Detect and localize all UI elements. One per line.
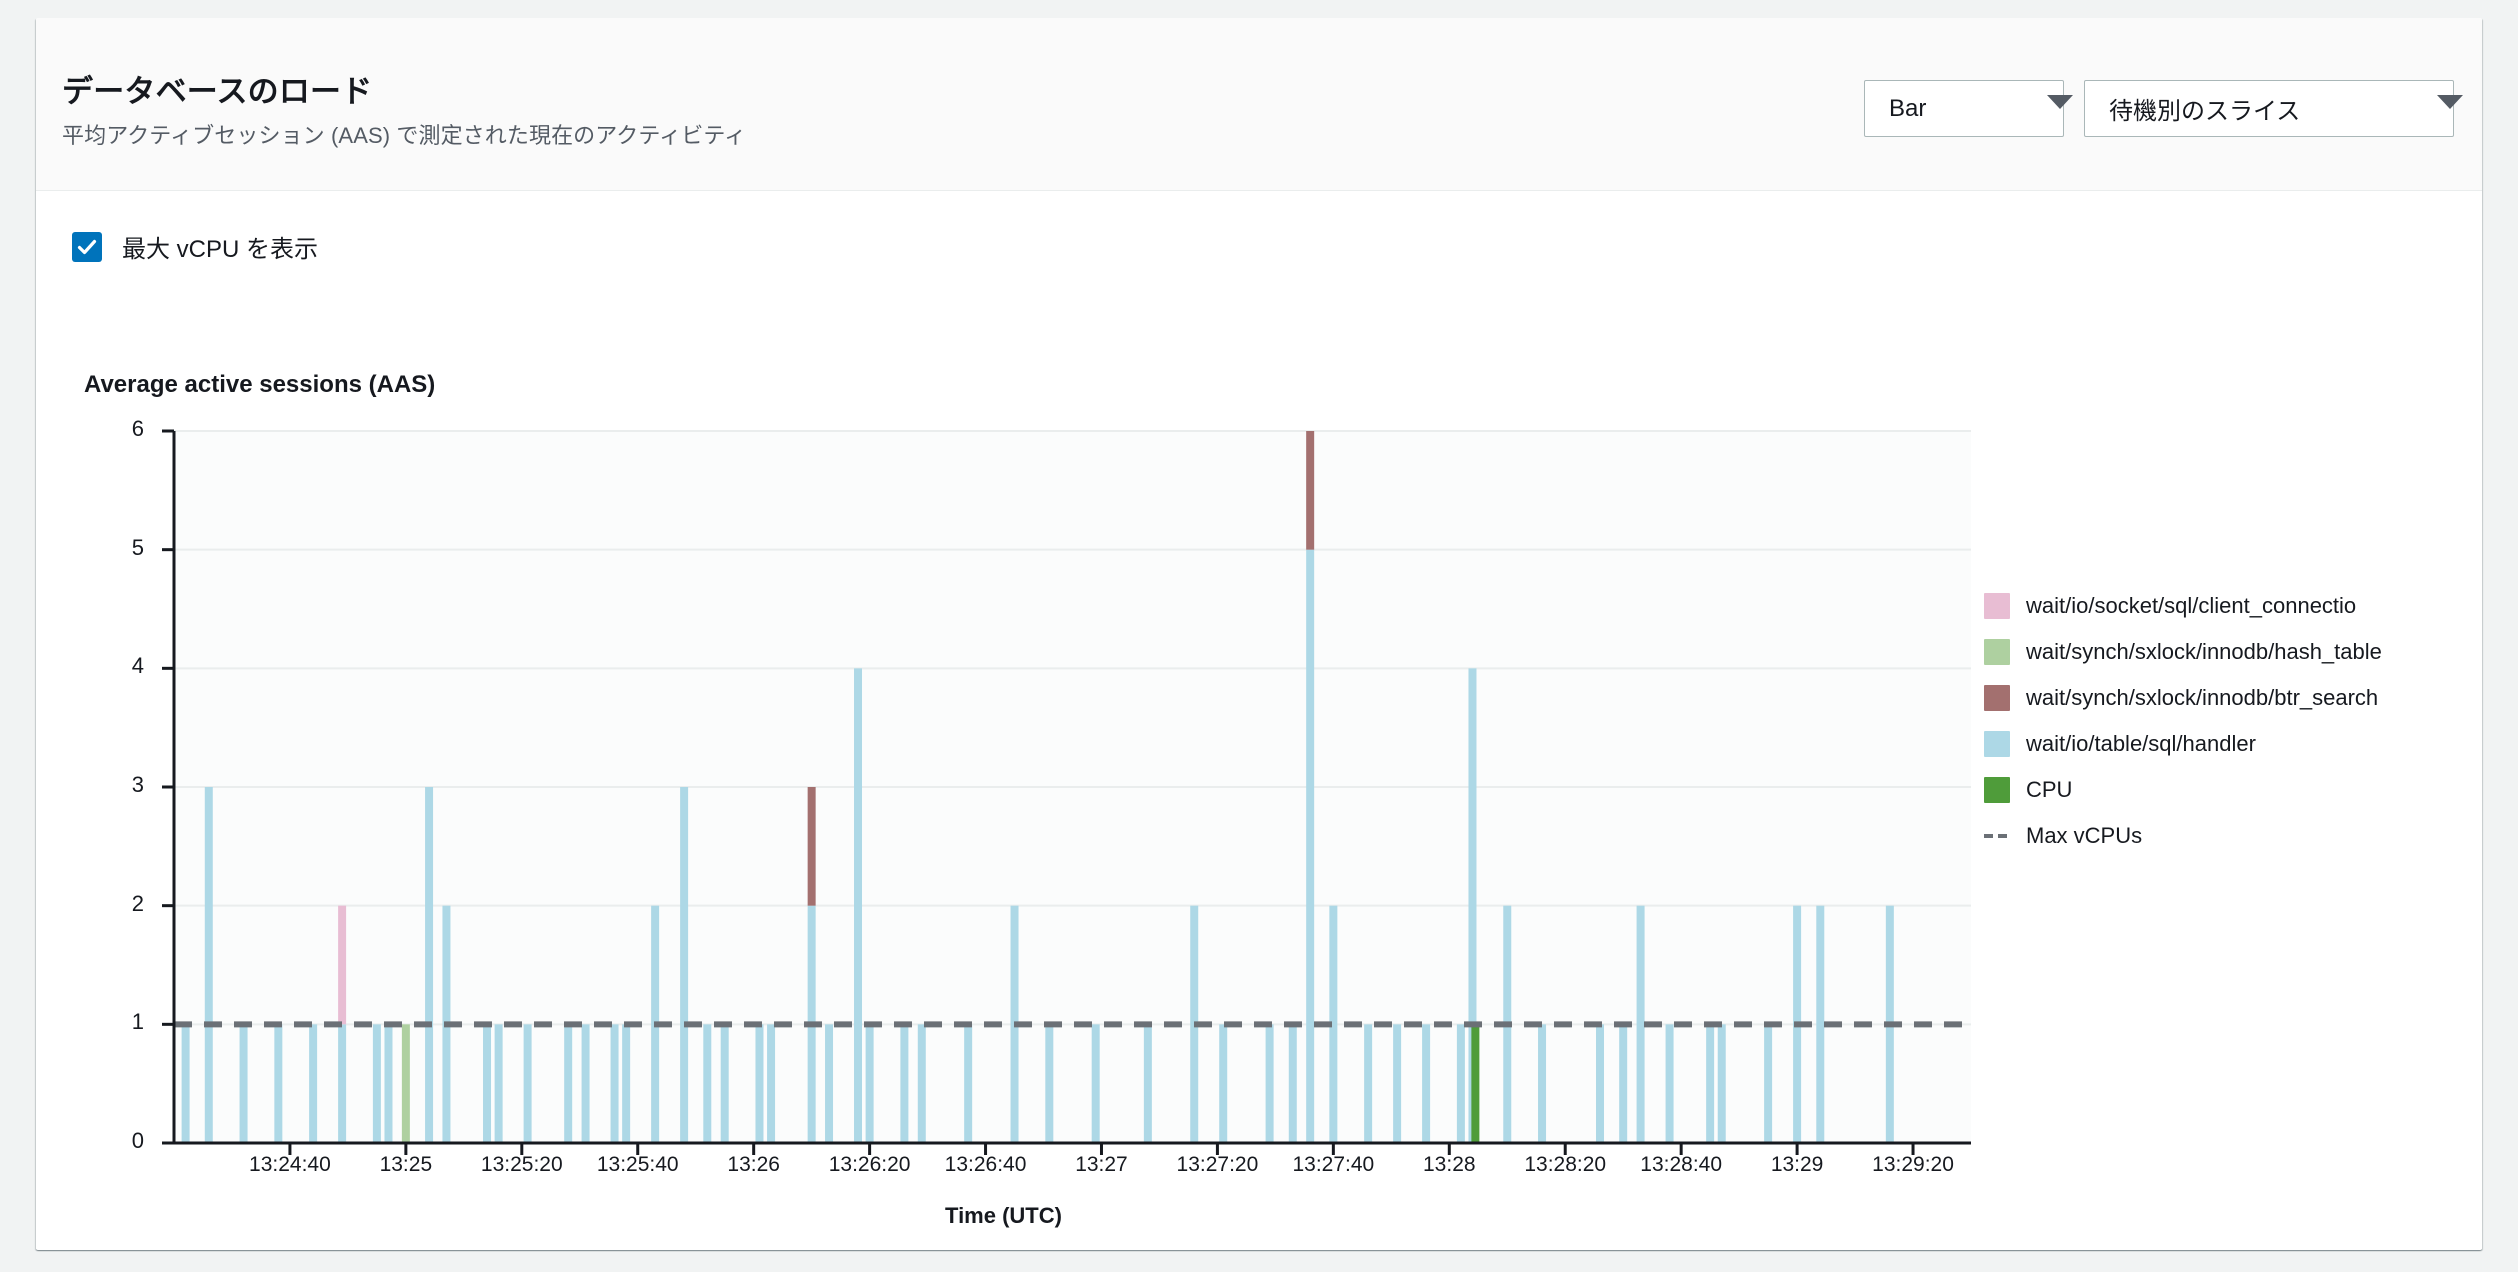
page-subtitle: 平均アクティブセッション (AAS) で測定された現在のアクティビティ (62, 123, 747, 148)
card-header: データベースのロード 平均アクティブセッション (AAS) で測定された現在のア… (36, 18, 2482, 191)
y-axis-tick-label: 4 (131, 653, 144, 679)
x-axis-tick-label: 13:27:20 (1176, 1153, 1259, 1176)
x-axis-tick-label: 13:26:20 (828, 1153, 911, 1176)
x-axis-tick-label: 13:28:20 (1524, 1153, 1607, 1176)
chart-type-select[interactable]: Bar (1864, 80, 2073, 137)
x-axis-tick-label: 13:29:20 (1872, 1153, 1954, 1176)
legend-label: Max vCPUs (2026, 823, 2143, 848)
database-load-card: データベースのロード 平均アクティブセッション (AAS) で測定された現在のア… (36, 18, 2482, 1250)
dashed-line-icon (1984, 823, 2010, 849)
y-axis-tick-label: 6 (131, 416, 144, 441)
x-axis-tick-label: 13:26:40 (944, 1153, 1027, 1176)
chart-legend: wait/io/socket/sql/client_connectio wait/… (1984, 583, 2382, 859)
legend-item[interactable]: CPU (1984, 767, 2382, 813)
legend-label: wait/synch/sxlock/innodb/hash_table (2026, 639, 2382, 664)
y-axis-tick-label: 5 (131, 534, 144, 560)
legend-label: wait/io/socket/sql/client_connectio (2026, 593, 2357, 618)
y-axis-tick-label: 1 (131, 1009, 144, 1035)
show-max-vcpu-checkbox[interactable]: 最大 vCPU を表示 (72, 229, 318, 264)
x-axis-tick-label: 13:28 (1423, 1153, 1476, 1176)
legend-swatch-icon (1984, 777, 2010, 803)
x-axis-tick-label: 13:25:40 (596, 1153, 679, 1176)
x-axis-tick-label: 13:26 (727, 1153, 780, 1176)
slice-by-value: 待機別のスライス (2109, 98, 2301, 125)
chart-plot-area[interactable] (36, 191, 1996, 1211)
legend-label: CPU (2026, 777, 2073, 802)
legend-item[interactable]: wait/io/table/sql/handler (1984, 721, 2382, 767)
x-axis-tick-label: 13:25:20 (480, 1153, 563, 1176)
x-axis-tick-label: 13:28:40 (1640, 1153, 1723, 1176)
x-axis-tick-label: 13:27:40 (1292, 1153, 1375, 1176)
show-max-vcpu-label: 最大 vCPU を表示 (122, 236, 319, 263)
legend-item[interactable]: wait/synch/sxlock/innodb/btr_search (1984, 675, 2382, 721)
x-axis-tick-label: 13:25 (379, 1153, 433, 1176)
y-axis-tick-label: 3 (131, 772, 144, 797)
legend-item[interactable]: wait/synch/sxlock/innodb/hash_table (1984, 629, 2382, 675)
x-axis-tick-label: 13:24:40 (249, 1153, 331, 1176)
x-axis-label: Time (UTC) (945, 1203, 1062, 1228)
legend-swatch-icon (1984, 593, 2010, 619)
x-axis-tick-label: 13:27 (1075, 1153, 1128, 1176)
x-axis-tick-label: 13:29 (1770, 1153, 1824, 1176)
y-axis-tick-label: 2 (131, 890, 144, 916)
y-axis-tick-label: 0 (131, 1128, 144, 1153)
chart-type-value: Bar (1889, 94, 1927, 122)
legend-item[interactable]: wait/io/socket/sql/client_connectio (1984, 583, 2382, 629)
legend-item-max-vcpus[interactable]: Max vCPUs (1984, 813, 2382, 859)
legend-swatch-icon (1984, 639, 2010, 665)
page-title: データベースのロード (62, 74, 373, 109)
checkmark-icon (72, 231, 102, 262)
legend-swatch-icon (1984, 685, 2010, 711)
legend-swatch-icon (1984, 731, 2010, 757)
chart-title: Average active sessions (AAS) (84, 371, 436, 398)
card-body: 最大 vCPU を表示 Average active sessions (AAS… (36, 191, 2482, 1249)
legend-label: wait/io/table/sql/handler (2026, 731, 2256, 756)
aas-chart: Average active sessions (AAS) 0 1 2 3 4 5 6 13… (36, 191, 2482, 1249)
slice-by-select[interactable]: 待機別のスライス (2084, 80, 2463, 137)
header-controls: Bar 待機別のスライス (1864, 80, 2463, 137)
legend-label: wait/synch/sxlock/innodb/btr_search (2026, 685, 2379, 710)
